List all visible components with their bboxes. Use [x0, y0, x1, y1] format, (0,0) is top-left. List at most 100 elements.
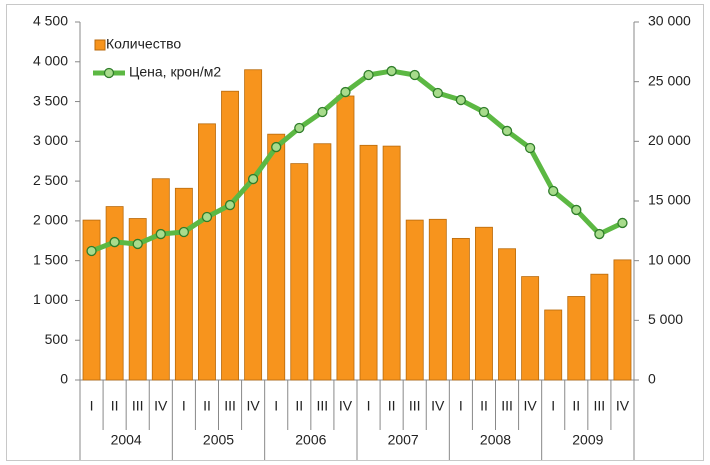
x-tick-label: I — [274, 398, 278, 414]
bar — [544, 309, 563, 381]
line-marker — [386, 65, 397, 77]
x-tick-label: III — [132, 398, 144, 414]
y2-tick-label: 25 000 — [648, 72, 691, 88]
legend-swatch — [94, 39, 106, 51]
y-tick-label: 3 500 — [33, 92, 68, 108]
bar — [198, 123, 216, 381]
y-tick-label: 0 — [60, 371, 68, 387]
y-tick-label: 500 — [45, 331, 69, 347]
bar — [359, 144, 378, 381]
bar — [475, 226, 493, 381]
line-marker — [501, 125, 513, 137]
x-tick-label: I — [551, 398, 555, 414]
legend-label: Цена, крон/м2 — [129, 64, 221, 80]
bar — [313, 143, 332, 381]
line-marker — [594, 228, 605, 240]
x-tick-label: I — [182, 398, 186, 414]
x-tick-label: II — [111, 398, 119, 414]
bar — [428, 218, 447, 381]
line-marker — [571, 204, 582, 216]
y-tick-label: 2 500 — [33, 172, 68, 188]
group-label: 2007 — [388, 432, 419, 448]
line — [90, 68, 624, 254]
y2-tick-label: 0 — [648, 371, 656, 387]
y2-tick-label: 15 000 — [648, 192, 691, 208]
group-label: 2008 — [480, 432, 511, 448]
y-tick-label: 4 000 — [33, 52, 68, 68]
bar — [128, 218, 147, 381]
bar — [336, 95, 355, 381]
x-tick-label: IV — [431, 398, 445, 414]
y-tick-label: 2 000 — [33, 212, 68, 228]
bar — [267, 133, 286, 381]
y2-tick-label: 20 000 — [648, 132, 691, 148]
bar — [498, 248, 516, 381]
x-tick-label: II — [388, 398, 396, 414]
x-tick-label: II — [295, 398, 303, 414]
x-tick-label: II — [203, 398, 211, 414]
line-marker — [455, 94, 467, 106]
x-tick-label: I — [90, 398, 94, 414]
group-label: 2005 — [203, 432, 234, 448]
line-marker — [524, 142, 536, 154]
line-marker — [247, 173, 259, 185]
x-tick-label: IV — [154, 398, 168, 414]
bar — [613, 259, 632, 381]
bar — [174, 187, 193, 381]
y-tick-label: 1 500 — [33, 251, 68, 267]
y-tick-label: 4 500 — [33, 13, 68, 29]
bar — [405, 219, 424, 381]
x-tick-label: IV — [339, 398, 353, 414]
line-marker — [548, 185, 559, 197]
line-marker — [409, 69, 420, 81]
y2-tick-label: 10 000 — [648, 251, 691, 267]
bar — [590, 273, 609, 381]
x-tick-label: III — [501, 398, 513, 414]
bar — [244, 69, 263, 381]
bar — [290, 163, 309, 381]
y2-tick-label: 30 000 — [648, 13, 691, 29]
x-tick-label: II — [572, 398, 580, 414]
group-label: 2009 — [572, 432, 603, 448]
chart-frame — [6, 4, 704, 461]
group-label: 2004 — [111, 432, 142, 448]
x-tick-label: III — [317, 398, 329, 414]
bar — [105, 206, 124, 381]
line-marker — [132, 238, 143, 250]
x-tick-label: II — [480, 398, 488, 414]
line-marker — [617, 217, 628, 229]
y-tick-label: 3 000 — [33, 132, 68, 148]
x-tick-label: IV — [616, 398, 630, 414]
legend-label: Количество — [106, 36, 181, 52]
x-tick-label: III — [409, 398, 421, 414]
bar — [451, 237, 470, 381]
line-marker — [178, 226, 190, 238]
bar — [382, 145, 401, 381]
line-marker — [109, 236, 120, 248]
line-marker — [317, 106, 328, 118]
line-marker — [340, 86, 351, 98]
line-marker — [224, 199, 236, 211]
x-tick-label: III — [224, 398, 236, 414]
line-marker — [86, 245, 97, 257]
x-tick-label: IV — [524, 398, 538, 414]
line-marker — [478, 106, 490, 118]
line-marker — [155, 228, 166, 240]
bar — [521, 276, 540, 381]
line-marker — [363, 69, 374, 81]
x-tick-label: IV — [247, 398, 261, 414]
bar — [151, 178, 170, 381]
line-marker — [294, 122, 305, 134]
line-marker — [432, 87, 443, 99]
y2-tick-label: 5 000 — [648, 311, 683, 327]
bar — [221, 90, 239, 381]
bar — [82, 219, 101, 381]
bar — [567, 296, 586, 381]
x-tick-label: I — [459, 398, 463, 414]
y-tick-label: 1 000 — [33, 291, 68, 307]
line-marker — [201, 211, 213, 223]
legend-marker — [103, 67, 115, 79]
group-label: 2006 — [295, 432, 326, 448]
x-tick-label: I — [367, 398, 371, 414]
